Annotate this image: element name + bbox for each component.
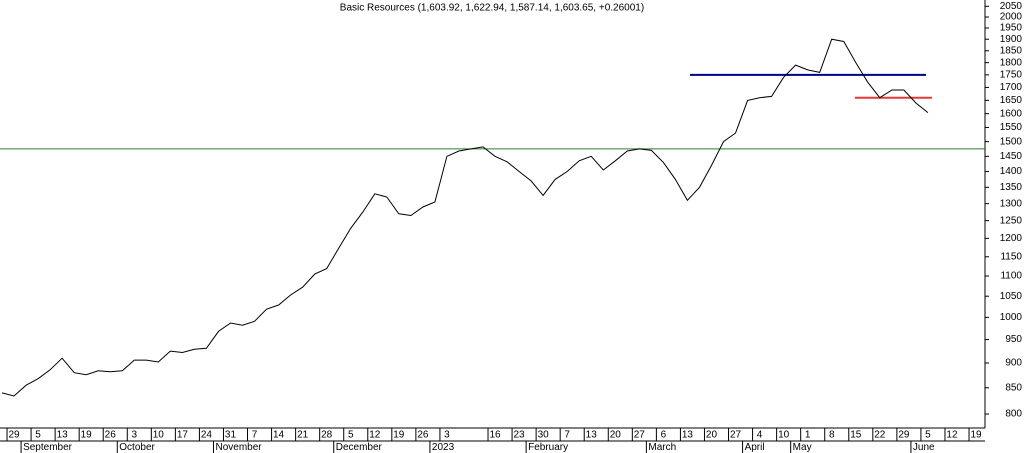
- y-tick-label: 1400: [1000, 166, 1023, 177]
- x-tick-label: 13: [57, 430, 69, 441]
- x-tick-label: 26: [105, 430, 117, 441]
- x-tick-label: 21: [297, 430, 309, 441]
- y-tick-label: 1750: [1000, 69, 1023, 80]
- y-tick-label: 1200: [1000, 233, 1023, 244]
- x-tick-label: 12: [946, 430, 958, 441]
- x-tick-label: 19: [970, 430, 982, 441]
- x-tick-label: 27: [634, 430, 646, 441]
- x-tick-label: 4: [757, 430, 763, 441]
- x-tick-label: 5: [35, 430, 41, 441]
- month-label: December: [336, 442, 383, 453]
- month-label: March: [648, 442, 676, 453]
- x-tick-label: 5: [925, 430, 931, 441]
- y-tick-label: 1050: [1000, 291, 1023, 302]
- x-tick-label: 12: [369, 430, 381, 441]
- y-tick-label: 1850: [1000, 45, 1023, 56]
- y-tick-label: 2000: [1000, 12, 1023, 23]
- x-tick-label: 29: [898, 430, 910, 441]
- y-tick-label: 1550: [1000, 122, 1023, 133]
- x-tick-label: 28: [321, 430, 333, 441]
- x-tick-label: 17: [177, 430, 189, 441]
- x-tick-label: 29: [8, 430, 20, 441]
- month-label: February: [528, 442, 568, 453]
- x-tick-label: 8: [829, 430, 835, 441]
- x-tick-label: 23: [514, 430, 526, 441]
- x-tick-label: 3: [444, 430, 450, 441]
- x-tick-label: 10: [778, 430, 790, 441]
- x-tick-label: 3: [131, 430, 137, 441]
- x-tick-label: 16: [489, 430, 501, 441]
- y-tick-label: 1000: [1000, 312, 1023, 323]
- x-tick-label: 7: [564, 430, 570, 441]
- month-label: May: [793, 442, 812, 453]
- month-label: September: [23, 442, 73, 453]
- y-tick-label: 2050: [1000, 1, 1023, 12]
- y-tick-label: 1500: [1000, 136, 1023, 147]
- x-tick-label: 5: [348, 430, 354, 441]
- y-tick-label: 1250: [1000, 215, 1023, 226]
- month-label: June: [913, 442, 935, 453]
- month-label: October: [119, 442, 155, 453]
- x-tick-label: 20: [706, 430, 718, 441]
- x-tick-label: 1: [805, 430, 811, 441]
- x-tick-label: 26: [417, 430, 429, 441]
- y-tick-label: 1150: [1000, 251, 1022, 262]
- y-tick-label: 1350: [1000, 182, 1023, 193]
- x-tick-label: 14: [273, 430, 285, 441]
- x-tick-label: 27: [730, 430, 742, 441]
- y-tick-label: 1900: [1000, 34, 1023, 45]
- y-tick-label: 1450: [1000, 151, 1023, 162]
- y-tick-label: 900: [1005, 358, 1022, 369]
- y-tick-label: 1300: [1000, 198, 1023, 209]
- chart-title: Basic Resources (1,603.92, 1,622.94, 1,5…: [340, 3, 644, 14]
- y-tick-label: 1800: [1000, 57, 1023, 68]
- x-tick-label: 10: [153, 430, 165, 441]
- y-tick-label: 800: [1005, 409, 1022, 420]
- x-tick-label: 22: [874, 430, 886, 441]
- y-tick-label: 950: [1005, 334, 1022, 345]
- month-label: November: [215, 442, 262, 453]
- x-tick-label: 20: [610, 430, 622, 441]
- x-tick-label: 31: [225, 430, 237, 441]
- y-tick-label: 1600: [1000, 108, 1023, 119]
- month-label: 2023: [432, 442, 455, 453]
- x-tick-label: 24: [201, 430, 213, 441]
- x-tick-label: 15: [850, 430, 862, 441]
- x-tick-label: 30: [538, 430, 550, 441]
- price-line: [1, 38, 929, 397]
- x-tick-label: 19: [393, 430, 405, 441]
- x-tick-label: 19: [81, 430, 93, 441]
- y-tick-label: 1950: [1000, 23, 1023, 34]
- x-tick-label: 6: [661, 430, 667, 441]
- y-tick-label: 1100: [1000, 271, 1022, 282]
- x-tick-label: 13: [682, 430, 694, 441]
- x-tick-label: 7: [252, 430, 258, 441]
- y-tick-label: 850: [1005, 382, 1022, 393]
- month-label: April: [745, 442, 765, 453]
- y-tick-label: 1650: [1000, 95, 1023, 106]
- y-tick-label: 1700: [1000, 82, 1023, 93]
- x-tick-label: 13: [586, 430, 598, 441]
